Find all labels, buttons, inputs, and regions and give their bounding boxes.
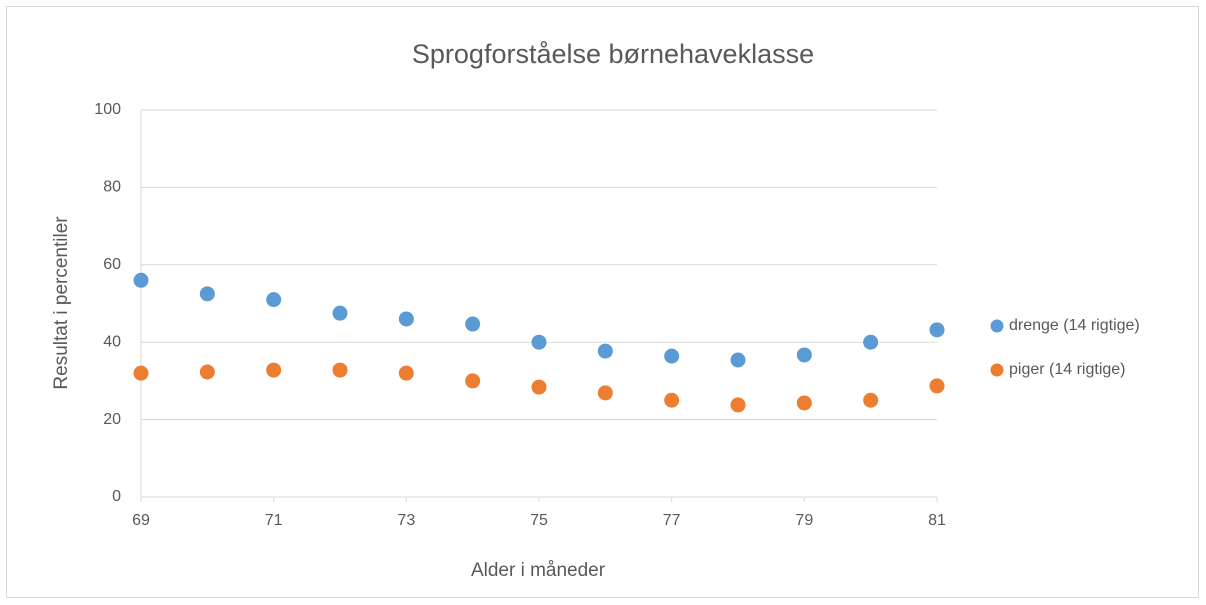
x-tick-label: 81 — [928, 512, 946, 529]
point — [465, 316, 481, 332]
point — [796, 347, 812, 363]
legend-label: drenge (14 rigtige) — [1009, 317, 1140, 334]
x-tick-label: 75 — [530, 512, 548, 529]
point — [929, 322, 945, 338]
x-tick-label: 73 — [397, 512, 415, 529]
point — [531, 379, 547, 395]
point — [863, 334, 879, 350]
y-tick-label: 100 — [94, 101, 121, 118]
x-tick-label: 71 — [265, 512, 283, 529]
legend-label: piger (14 rigtige) — [1009, 361, 1126, 378]
point — [664, 348, 680, 364]
y-axis-label: Resultat i percentiler — [51, 216, 72, 390]
point — [199, 286, 215, 302]
y-tick-label: 20 — [103, 411, 121, 428]
x-tick-label: 79 — [795, 512, 813, 529]
y-tick-label: 0 — [112, 488, 121, 505]
chart-border — [6, 6, 1199, 598]
legend-marker — [990, 319, 1004, 333]
point — [664, 392, 680, 408]
legend-marker — [990, 363, 1004, 377]
point — [332, 362, 348, 378]
point — [133, 365, 149, 381]
point — [199, 364, 215, 380]
point — [266, 292, 282, 308]
chart-title: Sprogforståelse børnehaveklasse — [412, 39, 814, 69]
point — [332, 305, 348, 321]
x-tick-label: 69 — [132, 512, 150, 529]
point — [531, 334, 547, 350]
point — [730, 352, 746, 368]
point — [929, 378, 945, 394]
point — [398, 311, 414, 327]
y-tick-label: 40 — [103, 333, 121, 350]
x-axis-label: Alder i måneder — [471, 560, 606, 581]
y-tick-label: 60 — [103, 256, 121, 273]
x-tick-label: 77 — [663, 512, 681, 529]
point — [266, 362, 282, 378]
point — [796, 395, 812, 411]
point — [863, 392, 879, 408]
point — [730, 397, 746, 413]
point — [465, 373, 481, 389]
point — [398, 365, 414, 381]
y-tick-label: 80 — [103, 179, 121, 196]
point — [133, 272, 149, 288]
point — [597, 343, 613, 359]
point — [597, 385, 613, 401]
